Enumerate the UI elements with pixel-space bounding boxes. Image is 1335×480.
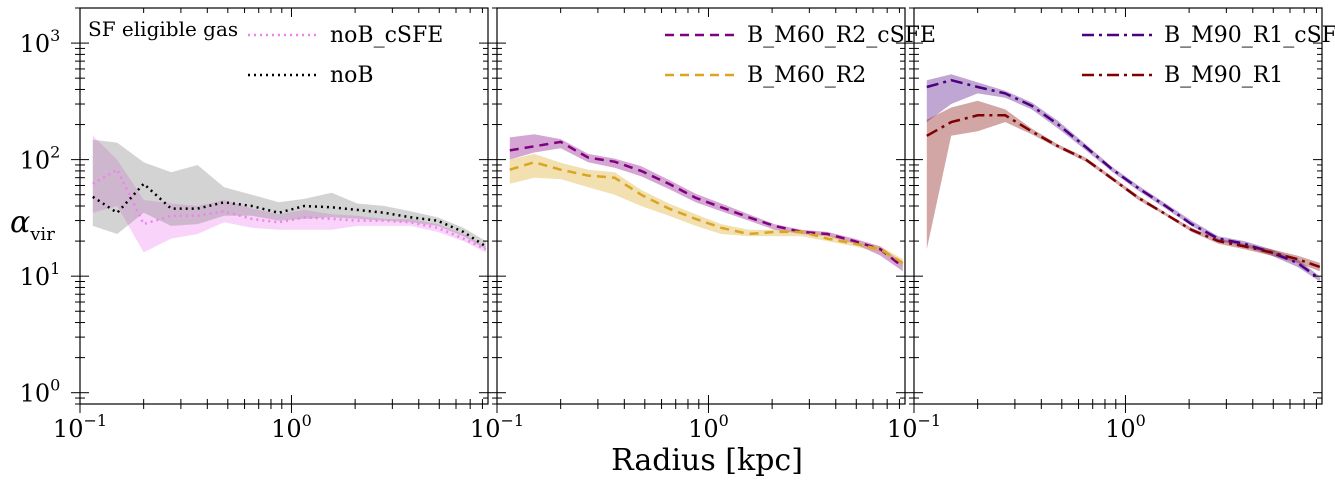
panel-annotation: SF eligible gas <box>88 17 238 41</box>
y-tick-label: 100 <box>20 376 61 408</box>
y-tick-label: 101 <box>20 259 61 291</box>
panel-3: 10−1 100 B_M90_R1_cSFE B_M90_R1 <box>887 7 1335 443</box>
legend-label-noB_cSFE: noB_cSFE <box>330 23 443 48</box>
plot-area <box>926 74 1321 282</box>
legend-label-B_M60_R2: B_M60_R2 <box>747 63 866 88</box>
x-tick-label: 10−1 <box>887 411 941 443</box>
series-line-B_M90_R1_cSFE <box>926 78 1321 280</box>
legend-label-noB: noB <box>330 63 374 88</box>
series-band-noB <box>92 139 486 250</box>
y-axis-label-subscript: vir <box>29 224 55 245</box>
x-tick-label: 100 <box>1105 411 1146 443</box>
y-axis-label-symbol: α <box>10 205 30 240</box>
x-tick-label: 10−1 <box>53 411 107 443</box>
plot-area <box>92 135 487 253</box>
series-line-B_M60_R2 <box>509 160 904 264</box>
y-tick-label: 103 <box>20 26 61 58</box>
legend-label-B_M90_R1: B_M90_R1 <box>1164 63 1283 88</box>
x-axis-label: Radius [kpc] <box>611 443 803 478</box>
series-line-noB_cSFE <box>92 167 487 251</box>
series-line-noB <box>92 182 487 248</box>
series-band-B_M60_R2 <box>509 153 903 267</box>
legend-label-B_M90_R1_cSFE: B_M90_R1_cSFE <box>1164 23 1335 48</box>
panel-2: 10−1 100 B_M60_R2_cSFE B_M60_R2 <box>470 7 936 443</box>
legend-label-B_M60_R2_cSFE: B_M60_R2_cSFE <box>747 23 936 48</box>
x-tick-label: 10−1 <box>470 411 524 443</box>
series-band-B_M90_R1 <box>926 100 1320 272</box>
x-tick-label: 100 <box>688 411 729 443</box>
series-line-B_M90_R1 <box>926 114 1321 269</box>
plot-area <box>509 134 904 272</box>
y-tick-label: 102 <box>20 143 61 175</box>
series-line-B_M60_R2_cSFE <box>509 140 904 268</box>
y-axis-label: αvir <box>10 205 55 245</box>
series-band-noB_cSFE <box>92 135 486 253</box>
x-tick-label: 100 <box>271 411 312 443</box>
